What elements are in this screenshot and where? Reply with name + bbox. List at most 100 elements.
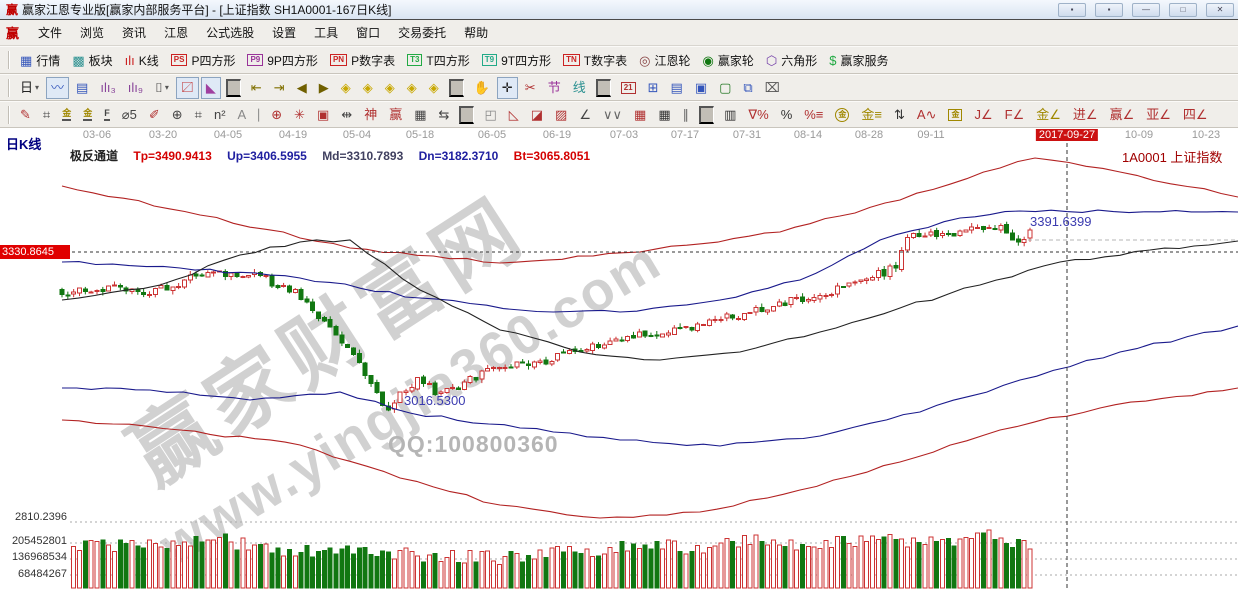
tool-angle-a[interactable]: A⎹ (233, 104, 265, 126)
diamond-tool-1[interactable]: ◈ (336, 77, 356, 99)
tool-j-angle[interactable]: J∠ (969, 104, 997, 126)
winner-service-button[interactable]: $ 赢家服务 (824, 49, 893, 71)
menu-item[interactable]: 工具 (314, 26, 339, 40)
tool-parallel-lines[interactable]: ∥ (678, 104, 695, 126)
workstation-icon[interactable]: ⌧ (760, 77, 785, 99)
tool-f-fence[interactable]: F (99, 104, 115, 126)
info-panel-button[interactable]: ▤ (71, 77, 93, 99)
step-forward-button[interactable]: ▶ (314, 77, 334, 99)
tool-win-fence[interactable]: 赢 (384, 104, 407, 126)
p-number-table-button[interactable]: PN P数字表 (325, 49, 400, 71)
notes-icon[interactable]: ▤ (666, 77, 688, 99)
crosshair-tool-button[interactable]: ✛ (496, 76, 518, 99)
diamond-tool-2[interactable]: ◈ (358, 77, 378, 99)
menu-item[interactable]: 资讯 (122, 26, 147, 40)
tool-ya-angle[interactable]: 亚∠ (1141, 104, 1176, 126)
sectors-button[interactable]: ▩ 板块 (67, 49, 117, 71)
gann-wheel-button[interactable]: ◎ 江恩轮 (634, 49, 695, 71)
bars-3-button[interactable]: ılı₃ (95, 77, 120, 99)
diamond-tool-3[interactable]: ◈ (380, 77, 400, 99)
tool-golden-angle[interactable]: 金∠ (1031, 104, 1066, 126)
monitor-icon[interactable]: ▢ (714, 77, 736, 99)
menu-item[interactable]: 交易委托 (398, 26, 447, 40)
tool-fan[interactable]: ◺ (504, 104, 524, 126)
tool-square-numbers[interactable]: n² (209, 104, 231, 126)
save-icon[interactable]: ▣ (690, 77, 712, 99)
tool-percent-retrace[interactable]: ∇% (743, 104, 773, 126)
p-square-button[interactable]: PS P四方形 (166, 49, 241, 71)
tool-percent[interactable]: % (776, 104, 798, 126)
tool-percent-lines[interactable]: %≡ (799, 104, 828, 126)
candlestick-canvas[interactable] (0, 128, 1238, 592)
tool-measure[interactable]: ⇹ (336, 104, 357, 126)
minimize-button[interactable]: — (1132, 2, 1160, 17)
quotes-button[interactable]: ▦ 行情 (15, 49, 65, 71)
go-last-button[interactable]: ⇥ (269, 77, 290, 99)
tool-shen-fence[interactable]: 神 (359, 104, 382, 126)
hexagon-button[interactable]: ⬡ 六角形 (761, 49, 822, 71)
menu-item[interactable]: 设置 (272, 26, 297, 40)
t-square-button[interactable]: T3 T四方形 (402, 49, 475, 71)
tool-span-measure[interactable]: ⇆ (434, 104, 455, 126)
trend-window-button[interactable]: 〰 (46, 76, 70, 99)
tool-fan-box[interactable]: ◪ (526, 104, 548, 126)
bars-9-button[interactable]: ılı₉ (123, 77, 148, 99)
snip-tool-button[interactable]: ✂ (520, 77, 541, 99)
hand-tool-button[interactable]: ✋ (469, 77, 495, 99)
color-wedge-button[interactable]: ◣ (200, 76, 221, 99)
tool-zigzag[interactable]: ∨∨ (598, 104, 627, 126)
tool-golden-fence-2[interactable]: 金 (78, 104, 97, 126)
tool-golden-fence[interactable]: 金 (57, 104, 76, 126)
tool-gann-fence[interactable]: ⌗ (38, 104, 55, 126)
tool-fence-2[interactable]: ⌗ (190, 104, 207, 126)
menu-item[interactable]: 帮助 (464, 26, 489, 40)
p9-square-button[interactable]: P9 9P四方形 (242, 49, 322, 71)
titlebar-button-1[interactable]: ▪ (1058, 2, 1086, 17)
tool-golden-circle[interactable]: 金 (830, 104, 854, 126)
tool-crosshair-circle[interactable]: ⊕ (266, 104, 287, 126)
tool-box[interactable]: ◰ (479, 104, 501, 126)
kline-button[interactable]: ılı K线 (120, 49, 164, 71)
tool-win-angle[interactable]: 赢∠ (1105, 104, 1140, 126)
step-back-button[interactable]: ◀ (292, 77, 312, 99)
diamond-tool-4[interactable]: ◈ (402, 77, 422, 99)
tool-golden-lines[interactable]: 金≡ (856, 104, 887, 126)
menu-item[interactable]: 浏览 (80, 26, 105, 40)
tool-jin-angle[interactable]: 进∠ (1068, 104, 1103, 126)
band-tool-button[interactable]: 〼 (175, 76, 199, 99)
calculator-icon[interactable]: ⊞ (643, 77, 664, 99)
tool-brush[interactable]: ✐ (144, 104, 165, 126)
line-tool-button[interactable]: 线 (568, 77, 591, 99)
tool-golden-box[interactable]: 金 (943, 104, 967, 126)
winner-wheel-button[interactable]: ◉ 赢家轮 (698, 49, 759, 71)
network-icon[interactable]: ⧉ (738, 77, 757, 99)
candle-style-selector[interactable]: ⌷ (150, 77, 174, 99)
tool-shaded-box[interactable]: ▨ (550, 104, 572, 126)
tool-angle-lines[interactable]: ∠ (574, 104, 596, 126)
t9-square-button[interactable]: T9 9T四方形 (477, 49, 556, 71)
tool-wave-a[interactable]: A∿ (912, 104, 942, 126)
menu-item[interactable]: 文件 (38, 26, 63, 40)
titlebar-button-2[interactable]: ▪ (1095, 2, 1123, 17)
go-first-button[interactable]: ⇤ (246, 77, 267, 99)
t-number-table-button[interactable]: TN T数字表 (558, 49, 632, 71)
calendar-icon[interactable]: 21 (616, 77, 641, 99)
tool-si-angle[interactable]: 四∠ (1178, 104, 1213, 126)
tool-price-grid[interactable]: ▦ (629, 104, 651, 126)
tool-square-target[interactable]: ▣ (312, 104, 334, 126)
tool-ruler-box[interactable]: ▥ (719, 104, 741, 126)
tool-star[interactable]: ✳ (289, 104, 310, 126)
maximize-button[interactable]: □ (1169, 2, 1197, 17)
tool-spiral-5[interactable]: ⌀5 (117, 104, 142, 126)
tool-pen[interactable]: ✎ (15, 104, 36, 126)
menu-item[interactable]: 江恩 (164, 26, 189, 40)
chart-area[interactable]: 赢家财富网 www.yingjia360.com 03-06 03-20 04-… (0, 128, 1238, 592)
tool-f-angle[interactable]: F∠ (1000, 104, 1030, 126)
tool-updown[interactable]: ⇅ (889, 104, 910, 126)
menu-item[interactable]: 公式选股 (206, 26, 255, 40)
tool-grid-table[interactable]: ▦ (409, 104, 431, 126)
menu-item[interactable]: 窗口 (356, 26, 381, 40)
diamond-tool-5[interactable]: ◈ (424, 77, 444, 99)
tool-time-grid[interactable]: ▦ (653, 104, 675, 126)
tool-gann-circle[interactable]: ⊕ (167, 104, 188, 126)
